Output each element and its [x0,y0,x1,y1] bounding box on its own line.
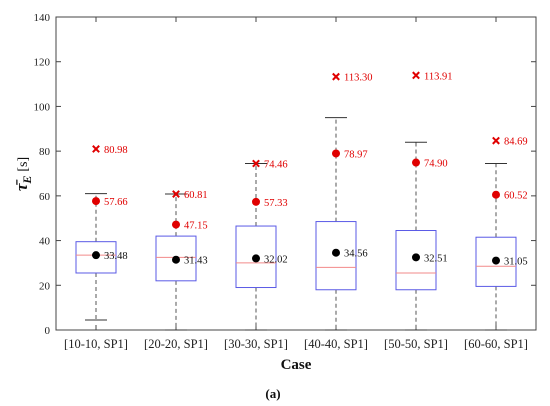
y-tick-label: 100 [34,101,51,113]
mean-label: 31.43 [184,256,208,267]
outlier-stroke [332,72,340,81]
y-axis-title: τ̄E[s] [12,157,34,191]
red-dot-marker [492,190,500,199]
red-dot-marker [172,220,180,229]
box-body [475,236,517,287]
mean-marker [412,253,420,262]
mean-marker [172,255,180,264]
outlier-marker [332,72,340,81]
red-dot-label: 60.52 [504,191,528,202]
x-axis: [10-10, SP1] [20-20, SP1] [30-30, SP1] [40-… [64,17,528,351]
plot-area [55,16,537,331]
mean-label: 32.02 [264,254,288,265]
box-5 [395,71,437,331]
red-dot-label: 57.33 [264,198,288,209]
box-6 [475,136,517,331]
red-dot-marker [92,197,100,206]
mean-marker [92,251,100,260]
box-series [75,71,517,331]
box-3 [235,159,277,331]
mean-label: 32.51 [424,253,448,264]
outlier-stroke [252,159,260,168]
box-body [395,230,437,291]
box-body [75,241,117,274]
y-tick-label: 60 [39,191,51,203]
outlier-label: 74.46 [264,160,288,171]
outlier-label: 113.91 [424,71,453,82]
y-tick-label: 20 [39,280,51,292]
outlier-stroke [412,71,420,80]
y-tick-label: 80 [39,146,51,158]
outlier-marker [92,145,100,153]
red-dot-marker [252,197,260,206]
figure-caption: (a) [265,386,280,401]
mean-marker [332,248,340,257]
red-dot-label: 57.66 [104,197,128,208]
x-tick-label: [10-10, SP1] [64,337,128,351]
box-4 [315,72,357,331]
outlier-stroke [92,145,100,153]
outlier-stroke [492,136,500,145]
box-1 [75,145,117,321]
y-tick-label: 0 [45,325,51,337]
red-dot-label: 47.15 [184,221,208,232]
x-tick-label: [40-40, SP1] [304,337,368,351]
box-body [155,235,197,282]
outlier-label: 80.98 [104,145,128,156]
annotations: 80.98 57.66 33.48 60.81 47.15 31.43 74.46 57.33… [104,71,528,267]
outlier-marker [172,190,180,198]
outlier-marker [492,136,500,145]
x-axis-title: Case [281,357,312,373]
y-tick-label: 120 [34,57,51,69]
mean-label: 31.05 [504,257,528,268]
y-axis: 0 20 40 60 80 100 120 140 [34,12,536,337]
red-dot-label: 78.97 [344,149,368,160]
outlier-stroke [172,190,180,198]
red-dot-marker [412,158,420,167]
outlier-label: 84.69 [504,137,528,148]
x-tick-label: [60-60, SP1] [464,337,528,351]
svg-text:τ̄E[s]: τ̄E[s] [12,157,34,191]
plot-frame [55,16,537,331]
box-body [235,225,277,289]
x-tick-label: [30-30, SP1] [224,337,288,351]
outlier-marker [252,159,260,168]
outlier-label: 113.30 [344,73,373,84]
mean-label: 34.56 [344,249,368,260]
box-2 [155,190,197,331]
outlier-marker [412,71,420,80]
mean-label: 33.48 [104,251,128,262]
mean-marker [492,256,500,265]
outlier-label: 60.81 [184,190,208,201]
y-axis-title-subscript: E [20,176,34,185]
mean-marker [252,254,260,263]
x-tick-label: [20-20, SP1] [144,337,208,351]
red-dot-label: 74.90 [424,159,448,170]
y-tick-label: 40 [39,236,51,248]
x-tick-label: [50-50, SP1] [384,337,448,351]
y-tick-label: 140 [34,12,51,24]
red-dot-marker [332,149,340,158]
box-body [315,221,357,291]
y-axis-title-unit: [s] [16,157,31,172]
